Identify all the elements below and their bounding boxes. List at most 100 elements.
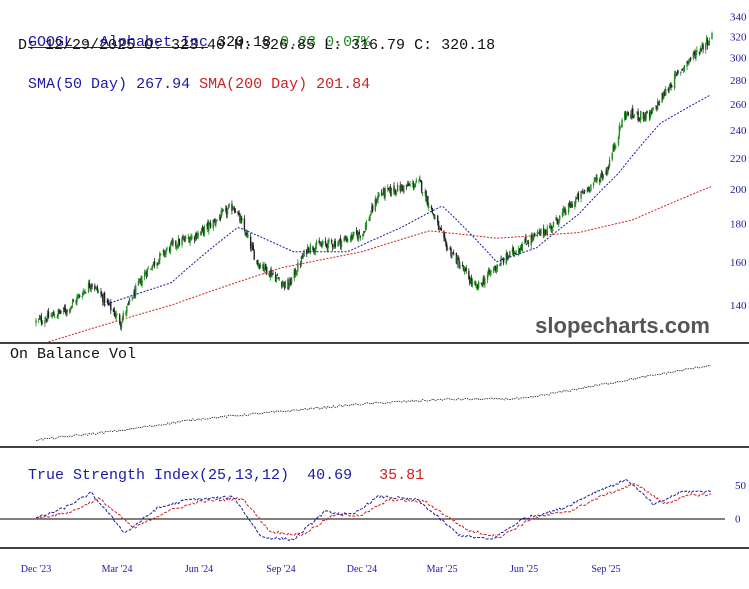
price-candle <box>396 192 398 196</box>
price-candle <box>701 41 703 50</box>
price-candle <box>127 300 130 306</box>
price-candle <box>157 262 159 266</box>
price-candle <box>159 253 162 256</box>
price-candle <box>433 214 435 220</box>
price-candle <box>47 308 50 319</box>
price-candle <box>144 270 147 275</box>
price-candle <box>85 292 87 294</box>
price-candle <box>619 127 621 131</box>
price-candle <box>181 236 183 248</box>
price-candle <box>363 230 365 237</box>
price-candle <box>220 207 222 218</box>
obv-line <box>35 365 712 442</box>
price-candle <box>190 233 192 241</box>
price-candle <box>661 92 663 103</box>
price-candle <box>171 237 173 247</box>
price-candle <box>564 206 566 216</box>
price-candle <box>159 251 161 265</box>
price-candle <box>87 280 90 294</box>
price-candle <box>219 214 222 222</box>
price-candle <box>602 173 605 180</box>
price-candle <box>456 254 458 269</box>
price-candle <box>702 42 704 54</box>
x-axis-tick-label: Dec '23 <box>21 564 51 575</box>
price-candle <box>630 110 632 120</box>
price-candle <box>81 292 84 300</box>
price-candle <box>150 268 152 271</box>
price-candle <box>321 241 323 249</box>
price-candle <box>347 237 349 243</box>
price-candle <box>643 113 646 122</box>
price-candle <box>399 181 401 194</box>
price-candle <box>257 259 259 267</box>
price-candle <box>239 212 241 224</box>
price-candle <box>231 200 233 215</box>
price-candle <box>655 104 657 110</box>
price-candle <box>475 281 477 289</box>
price-candle <box>234 208 237 213</box>
price-axis-tick: 140 <box>730 300 747 312</box>
price-candle <box>319 241 321 246</box>
price-candle <box>587 186 589 192</box>
tsi-axis-tick: 0 <box>735 513 741 525</box>
price-candle <box>378 192 380 198</box>
price-candle <box>265 266 268 276</box>
price-axis-tick: 340 <box>730 12 747 24</box>
price-candle <box>509 250 511 258</box>
price-candle <box>108 300 110 306</box>
price-axis-tick: 300 <box>730 52 747 64</box>
price-candle <box>446 244 449 251</box>
price-candle <box>481 282 483 287</box>
price-candle <box>695 50 697 62</box>
price-candle <box>482 275 484 288</box>
price-candle <box>693 50 695 56</box>
price-candle <box>668 83 670 94</box>
price-candle <box>76 294 78 306</box>
price-candle <box>595 174 597 183</box>
price-candle <box>307 247 310 254</box>
price-candle <box>54 314 56 318</box>
price-candle <box>97 289 100 294</box>
price-candle <box>252 242 255 251</box>
price-candle <box>53 309 55 316</box>
price-candle <box>250 241 253 253</box>
price-candle <box>134 285 136 299</box>
price-candle <box>147 265 149 270</box>
price-candle <box>439 227 442 230</box>
price-candle <box>394 189 396 195</box>
price-candle <box>531 232 533 243</box>
price-candle <box>270 266 272 277</box>
price-candle <box>221 208 223 216</box>
sma200-label: SMA(200 Day) <box>199 76 308 93</box>
price-candle <box>125 309 127 317</box>
price-candle <box>164 250 166 258</box>
price-candle <box>141 275 143 288</box>
price-candle <box>465 265 467 274</box>
price-candle <box>208 221 211 225</box>
price-candle <box>596 174 598 184</box>
price-candle <box>632 115 635 119</box>
price-candle <box>674 70 677 80</box>
price-candle <box>414 182 417 188</box>
price-candle <box>436 214 439 226</box>
chart-header-line-1: GOOGL - Alphabet Inc 320.18 0.23 0.07% <box>10 16 370 52</box>
price-candle <box>359 235 361 241</box>
price-candle <box>664 86 667 96</box>
price-candle <box>681 68 684 71</box>
price-candle <box>530 233 532 250</box>
price-candle <box>521 241 523 253</box>
price-candle <box>618 122 621 140</box>
price-candle <box>470 274 473 287</box>
price-candle <box>657 100 660 106</box>
price-candle <box>264 262 266 275</box>
price-candle <box>577 191 580 203</box>
price-candle <box>332 244 335 250</box>
symbol-name[interactable]: GOOGL - Alphabet Inc <box>28 34 209 51</box>
price-candle <box>425 190 427 202</box>
obv-panel-title: On Balance Vol <box>10 346 137 363</box>
price-candle <box>440 225 442 232</box>
price-candle <box>296 270 298 277</box>
price-candle <box>421 191 424 197</box>
price-candle <box>324 237 327 247</box>
